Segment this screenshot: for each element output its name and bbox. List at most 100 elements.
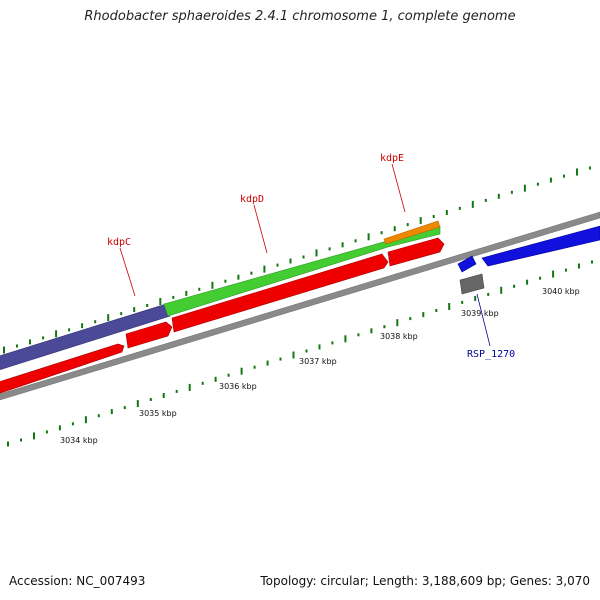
gc-tick bbox=[214, 376, 217, 382]
gc-tick bbox=[185, 290, 188, 296]
gc-tick bbox=[45, 430, 48, 434]
gc-tick bbox=[159, 298, 162, 305]
gc-ticks-lower bbox=[7, 260, 593, 447]
gc-tick bbox=[146, 304, 149, 307]
gc-tick bbox=[20, 438, 22, 442]
scale-labels: 3034 kbp 3035 kbp 3036 kbp 3037 kbp 3038… bbox=[60, 287, 580, 445]
gc-tick bbox=[448, 303, 451, 310]
gc-tick bbox=[42, 336, 45, 340]
gc-tick bbox=[461, 300, 464, 304]
gc-tick bbox=[523, 184, 526, 192]
gc-tick bbox=[318, 344, 321, 350]
gc-tick bbox=[357, 333, 360, 337]
gc-tick bbox=[406, 223, 409, 227]
kdpE-leader-line bbox=[391, 163, 406, 213]
gc-tick bbox=[201, 381, 204, 385]
gc-tick bbox=[302, 255, 305, 259]
blue-cds-arrow-small bbox=[457, 255, 477, 273]
scale-tick-label: 3035 kbp bbox=[139, 409, 177, 418]
scale-tick-label: 3034 kbp bbox=[60, 436, 98, 445]
gc-tick bbox=[409, 317, 412, 321]
gene-label-kdpE: kdpE bbox=[380, 153, 404, 164]
gc-tick bbox=[240, 367, 243, 375]
gc-tick bbox=[331, 341, 334, 345]
purple-gene-band bbox=[0, 303, 171, 370]
kdpE-gene-band bbox=[383, 220, 441, 245]
gc-tick bbox=[175, 389, 178, 393]
gc-tick bbox=[432, 215, 435, 218]
gc-tick bbox=[497, 193, 500, 199]
gc-tick bbox=[279, 357, 282, 361]
gc-tick bbox=[445, 210, 448, 215]
scale-tick-label: 3037 kbp bbox=[299, 357, 337, 366]
gc-tick bbox=[510, 190, 513, 194]
gc-tick bbox=[7, 441, 9, 447]
gc-tick bbox=[211, 281, 214, 289]
gc-tick bbox=[354, 239, 357, 243]
genome-backbone bbox=[0, 211, 600, 401]
gc-tick bbox=[292, 351, 295, 359]
scale-tick-label: 3038 kbp bbox=[380, 332, 418, 341]
grey-feature bbox=[459, 273, 485, 295]
gc-tick bbox=[289, 258, 292, 264]
red-cds-arrow-1 bbox=[0, 343, 125, 394]
gc-tick bbox=[305, 349, 308, 353]
gc-tick bbox=[315, 249, 318, 257]
gc-tick bbox=[94, 320, 97, 324]
gc-tick bbox=[224, 279, 227, 283]
gc-tick bbox=[149, 398, 152, 401]
gc-tick bbox=[367, 233, 370, 241]
gc-tick bbox=[16, 344, 18, 348]
gc-tick bbox=[71, 422, 74, 426]
gc-tick bbox=[81, 323, 84, 329]
gc-tick bbox=[563, 174, 565, 178]
genome-summary-text: Topology: circular; Length: 3,188,609 bp… bbox=[260, 574, 590, 588]
gc-tick bbox=[589, 166, 591, 170]
gc-tick bbox=[58, 425, 61, 431]
gc-tick bbox=[380, 231, 383, 235]
gene-label-kdpD: kdpD bbox=[240, 194, 264, 205]
gc-tick bbox=[97, 414, 100, 418]
gc-tick bbox=[110, 409, 113, 415]
accession-text: Accession: NC_007493 bbox=[9, 574, 146, 588]
gc-tick bbox=[474, 295, 477, 301]
gc-tick bbox=[344, 335, 347, 343]
gc-tick bbox=[276, 263, 279, 267]
kdpC-leader-line bbox=[119, 247, 136, 297]
kdpD-leader-line bbox=[253, 204, 268, 254]
gc-tick bbox=[55, 330, 58, 338]
blue-cds-arrow-large bbox=[481, 225, 600, 267]
gc-tick bbox=[565, 268, 567, 272]
gc-tick bbox=[162, 393, 165, 398]
red-cds-arrow-2 bbox=[125, 321, 173, 349]
gc-tick bbox=[172, 295, 175, 299]
gc-tick bbox=[3, 346, 5, 354]
red-cds-arrow-4 bbox=[387, 237, 445, 267]
gc-tick bbox=[136, 400, 139, 408]
gc-tick bbox=[513, 284, 516, 288]
gc-tick bbox=[383, 325, 386, 329]
RSP_1270-leader-line bbox=[476, 293, 491, 347]
gc-tick bbox=[107, 314, 110, 322]
gc-tick bbox=[123, 406, 126, 410]
gc-tick bbox=[120, 312, 123, 316]
gc-tick bbox=[419, 217, 422, 225]
gc-tick bbox=[84, 416, 87, 424]
gc-ticks-upper bbox=[3, 166, 591, 354]
gc-tick bbox=[552, 270, 555, 278]
gc-tick bbox=[591, 260, 593, 264]
gc-tick bbox=[549, 177, 552, 183]
gc-tick bbox=[266, 360, 269, 366]
gc-tick bbox=[370, 328, 373, 334]
gc-tick bbox=[33, 432, 35, 440]
gc-tick bbox=[250, 271, 253, 275]
gc-tick bbox=[458, 206, 461, 210]
gc-tick bbox=[237, 274, 240, 280]
gc-tick bbox=[422, 312, 425, 318]
gc-tick bbox=[578, 263, 580, 269]
gc-tick bbox=[526, 279, 529, 285]
gc-tick bbox=[198, 287, 201, 291]
gc-tick bbox=[539, 276, 542, 280]
gc-tick bbox=[341, 242, 344, 248]
